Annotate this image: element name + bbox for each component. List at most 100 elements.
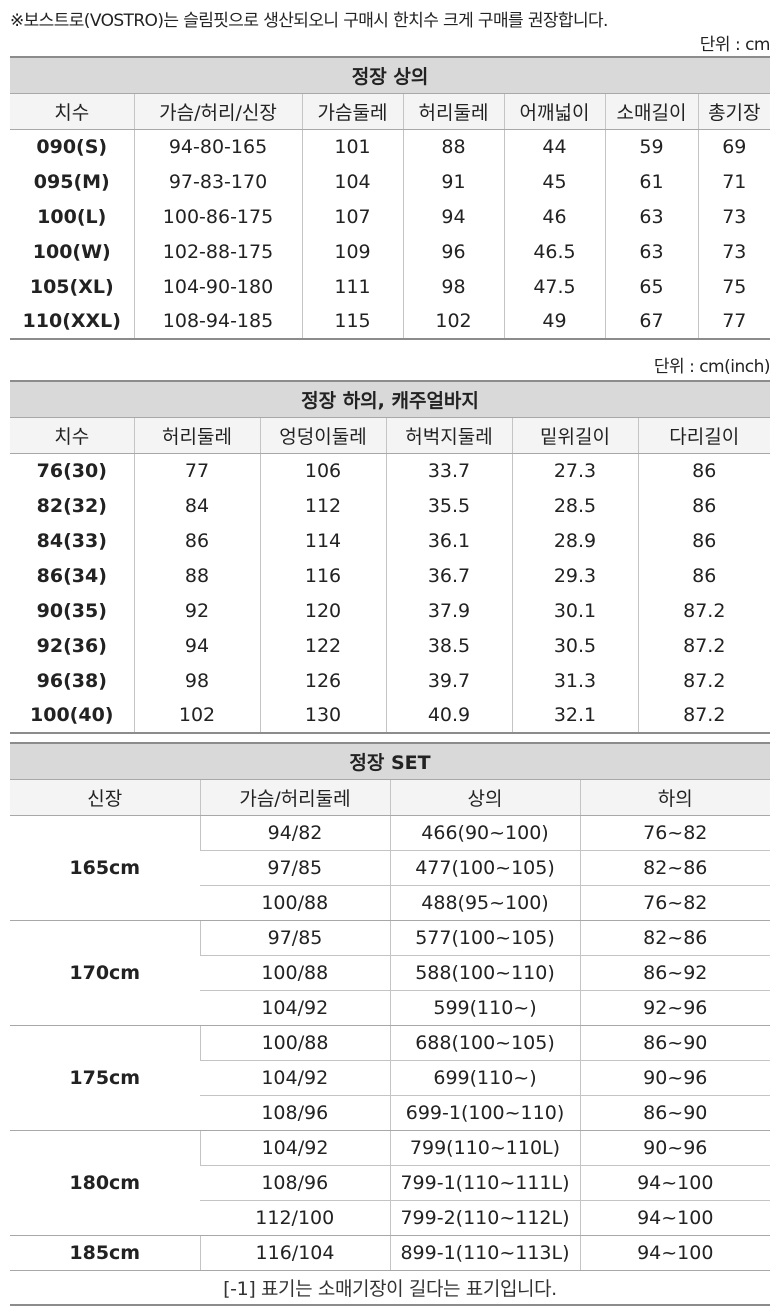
table-cell: 104/92: [200, 990, 390, 1026]
table-title: 정장 SET: [10, 743, 771, 780]
column-header: 하의: [579, 779, 771, 816]
table-row: 104/92 599(110~) 92~96: [10, 990, 771, 1026]
table-cell: 94: [402, 199, 504, 234]
column-header: 가슴/허리둘레: [199, 779, 390, 816]
table-cell: 91: [402, 164, 504, 199]
pants-size-table: 정장 하의, 캐주얼바지 치수 허리둘레 엉덩이둘레 허벅지둘레 밑위길이 다리…: [10, 380, 771, 734]
table-cell: 577(100~105): [389, 920, 580, 956]
table-cell: 94/82: [199, 815, 390, 851]
table-cell: 116/104: [199, 1235, 390, 1271]
table-cell: 102-88-175: [133, 234, 302, 269]
table-cell: 67: [604, 304, 698, 339]
table-cell: 122: [259, 628, 386, 663]
column-header: 상의: [389, 779, 580, 816]
table-cell: 114: [259, 523, 386, 558]
table-cell: 92: [133, 593, 260, 628]
table-cell: 76~82: [579, 885, 771, 921]
table-cell: 94~100: [579, 1200, 771, 1236]
table-cell: 107: [301, 199, 403, 234]
jacket-size-table: 정장 상의 치수 가슴/허리/신장 가슴둘레 허리둘레 어깨넓이 소매길이 총기…: [10, 56, 771, 340]
table-row: 100(L) 100-86-175 107 94 46 63 73: [10, 199, 771, 234]
header-row: 치수 가슴/허리/신장 가슴둘레 허리둘레 어깨넓이 소매길이 총기장: [10, 93, 771, 130]
table-cell: 29.3: [511, 558, 638, 593]
table-cell: 73: [697, 234, 771, 269]
table-cell: 88: [402, 129, 504, 164]
table-row: 100/88 488(95~100) 76~82: [10, 885, 771, 921]
table-cell: 77: [133, 453, 260, 488]
table-cell: 32.1: [511, 698, 638, 733]
table-cell: 90~96: [579, 1130, 771, 1166]
column-header: 허리둘레: [402, 93, 504, 130]
table-cell: 30.5: [511, 628, 638, 663]
table-row: 170cm 97/85 577(100~105) 82~86: [10, 920, 771, 1026]
table-cell: 102: [402, 304, 504, 339]
table-cell: 104-90-180: [133, 269, 302, 304]
table-row: 112/100 799-2(110~112L) 94~100: [10, 1200, 771, 1236]
table-cell: 65: [604, 269, 698, 304]
table-cell: 88: [133, 558, 260, 593]
table-row: 185cm 116/104 899-1(110~113L) 94~100: [10, 1235, 771, 1271]
table-cell: 87.2: [637, 593, 771, 628]
header-row: 신장 가슴/허리둘레 상의 하의: [10, 779, 771, 816]
table-cell: 86~92: [579, 955, 771, 991]
size-label: 110(XXL): [22, 310, 121, 332]
size-label: 96(38): [36, 669, 107, 692]
table-cell: 97/85: [200, 850, 390, 886]
table-row: 165cm 94/82 466(90~100) 76~82: [10, 815, 771, 921]
table-row: 90(35) 92 120 37.9 30.1 87.2: [10, 593, 771, 628]
table-title: 정장 하의, 캐주얼바지: [10, 381, 771, 418]
table-cell: 86: [637, 558, 771, 593]
table-cell: 45: [503, 164, 605, 199]
table-row: 84(33) 86 114 36.1 28.9 86: [10, 523, 771, 558]
table-row: 96(38) 98 126 39.7 31.3 87.2: [10, 663, 771, 698]
table-row: 108/96 799-1(110~111L) 94~100: [10, 1165, 771, 1201]
table-cell: 86~90: [579, 1095, 771, 1131]
table-cell: 100/88: [199, 1025, 390, 1061]
table-cell: 82~86: [579, 850, 771, 886]
table-cell: 799-1(110~111L): [389, 1165, 580, 1201]
table-cell: 27.3: [511, 453, 638, 488]
table-row: 82(32) 84 112 35.5 28.5 86: [10, 488, 771, 523]
table-cell: 35.5: [385, 488, 512, 523]
table-cell: 31.3: [511, 663, 638, 698]
table-cell: 120: [259, 593, 386, 628]
table-cell: 130: [259, 698, 386, 733]
table-cell: 699(110~): [389, 1060, 580, 1096]
size-label: 100(W): [32, 240, 111, 263]
table-cell: 94~100: [579, 1235, 771, 1271]
table-cell: 44: [503, 129, 605, 164]
column-header: 가슴둘레: [301, 93, 403, 130]
table-cell: 36.1: [385, 523, 512, 558]
height-label: 180cm: [10, 1130, 200, 1236]
column-header: 다리길이: [637, 417, 771, 454]
table-row: 090(S) 94-80-165 101 88 44 59 69: [10, 129, 771, 164]
table-cell: 82~86: [579, 920, 771, 956]
table-cell: 100-86-175: [133, 199, 302, 234]
table-row: 108/96 699-1(100~110) 86~90: [10, 1095, 771, 1131]
table-cell: 100/88: [200, 955, 390, 991]
table-cell: 61: [604, 164, 698, 199]
column-header: 허리둘레: [133, 417, 260, 454]
table-cell: 86~90: [579, 1025, 771, 1061]
table-cell: 799-2(110~112L): [389, 1200, 580, 1236]
height-group: 175cm 100/88 688(100~105) 86~90 104/92 699(11…: [10, 1025, 771, 1131]
table-row: 97/85 477(100~105) 82~86: [10, 850, 771, 886]
table-cell: 37.9: [385, 593, 512, 628]
table-cell: 688(100~105): [389, 1025, 580, 1061]
table-cell: 97-83-170: [133, 164, 302, 199]
size-label: 100(L): [37, 205, 107, 228]
table-cell: 98: [133, 663, 260, 698]
table-cell: 104: [301, 164, 403, 199]
table-cell: 116: [259, 558, 386, 593]
table-cell: 84: [133, 488, 260, 523]
column-header: 엉덩이둘레: [259, 417, 386, 454]
table-cell: 111: [301, 269, 403, 304]
table-cell: 488(95~100): [389, 885, 580, 921]
table-cell: 87.2: [637, 628, 771, 663]
table-row: 105(XL) 104-90-180 111 98 47.5 65 75: [10, 269, 771, 304]
table-cell: 86: [133, 523, 260, 558]
height-group: 170cm 97/85 577(100~105) 82~86 100/88 588(100…: [10, 920, 771, 1026]
table-cell: 86: [637, 488, 771, 523]
table-cell: 104/92: [200, 1060, 390, 1096]
table-cell: 76~82: [579, 815, 771, 851]
